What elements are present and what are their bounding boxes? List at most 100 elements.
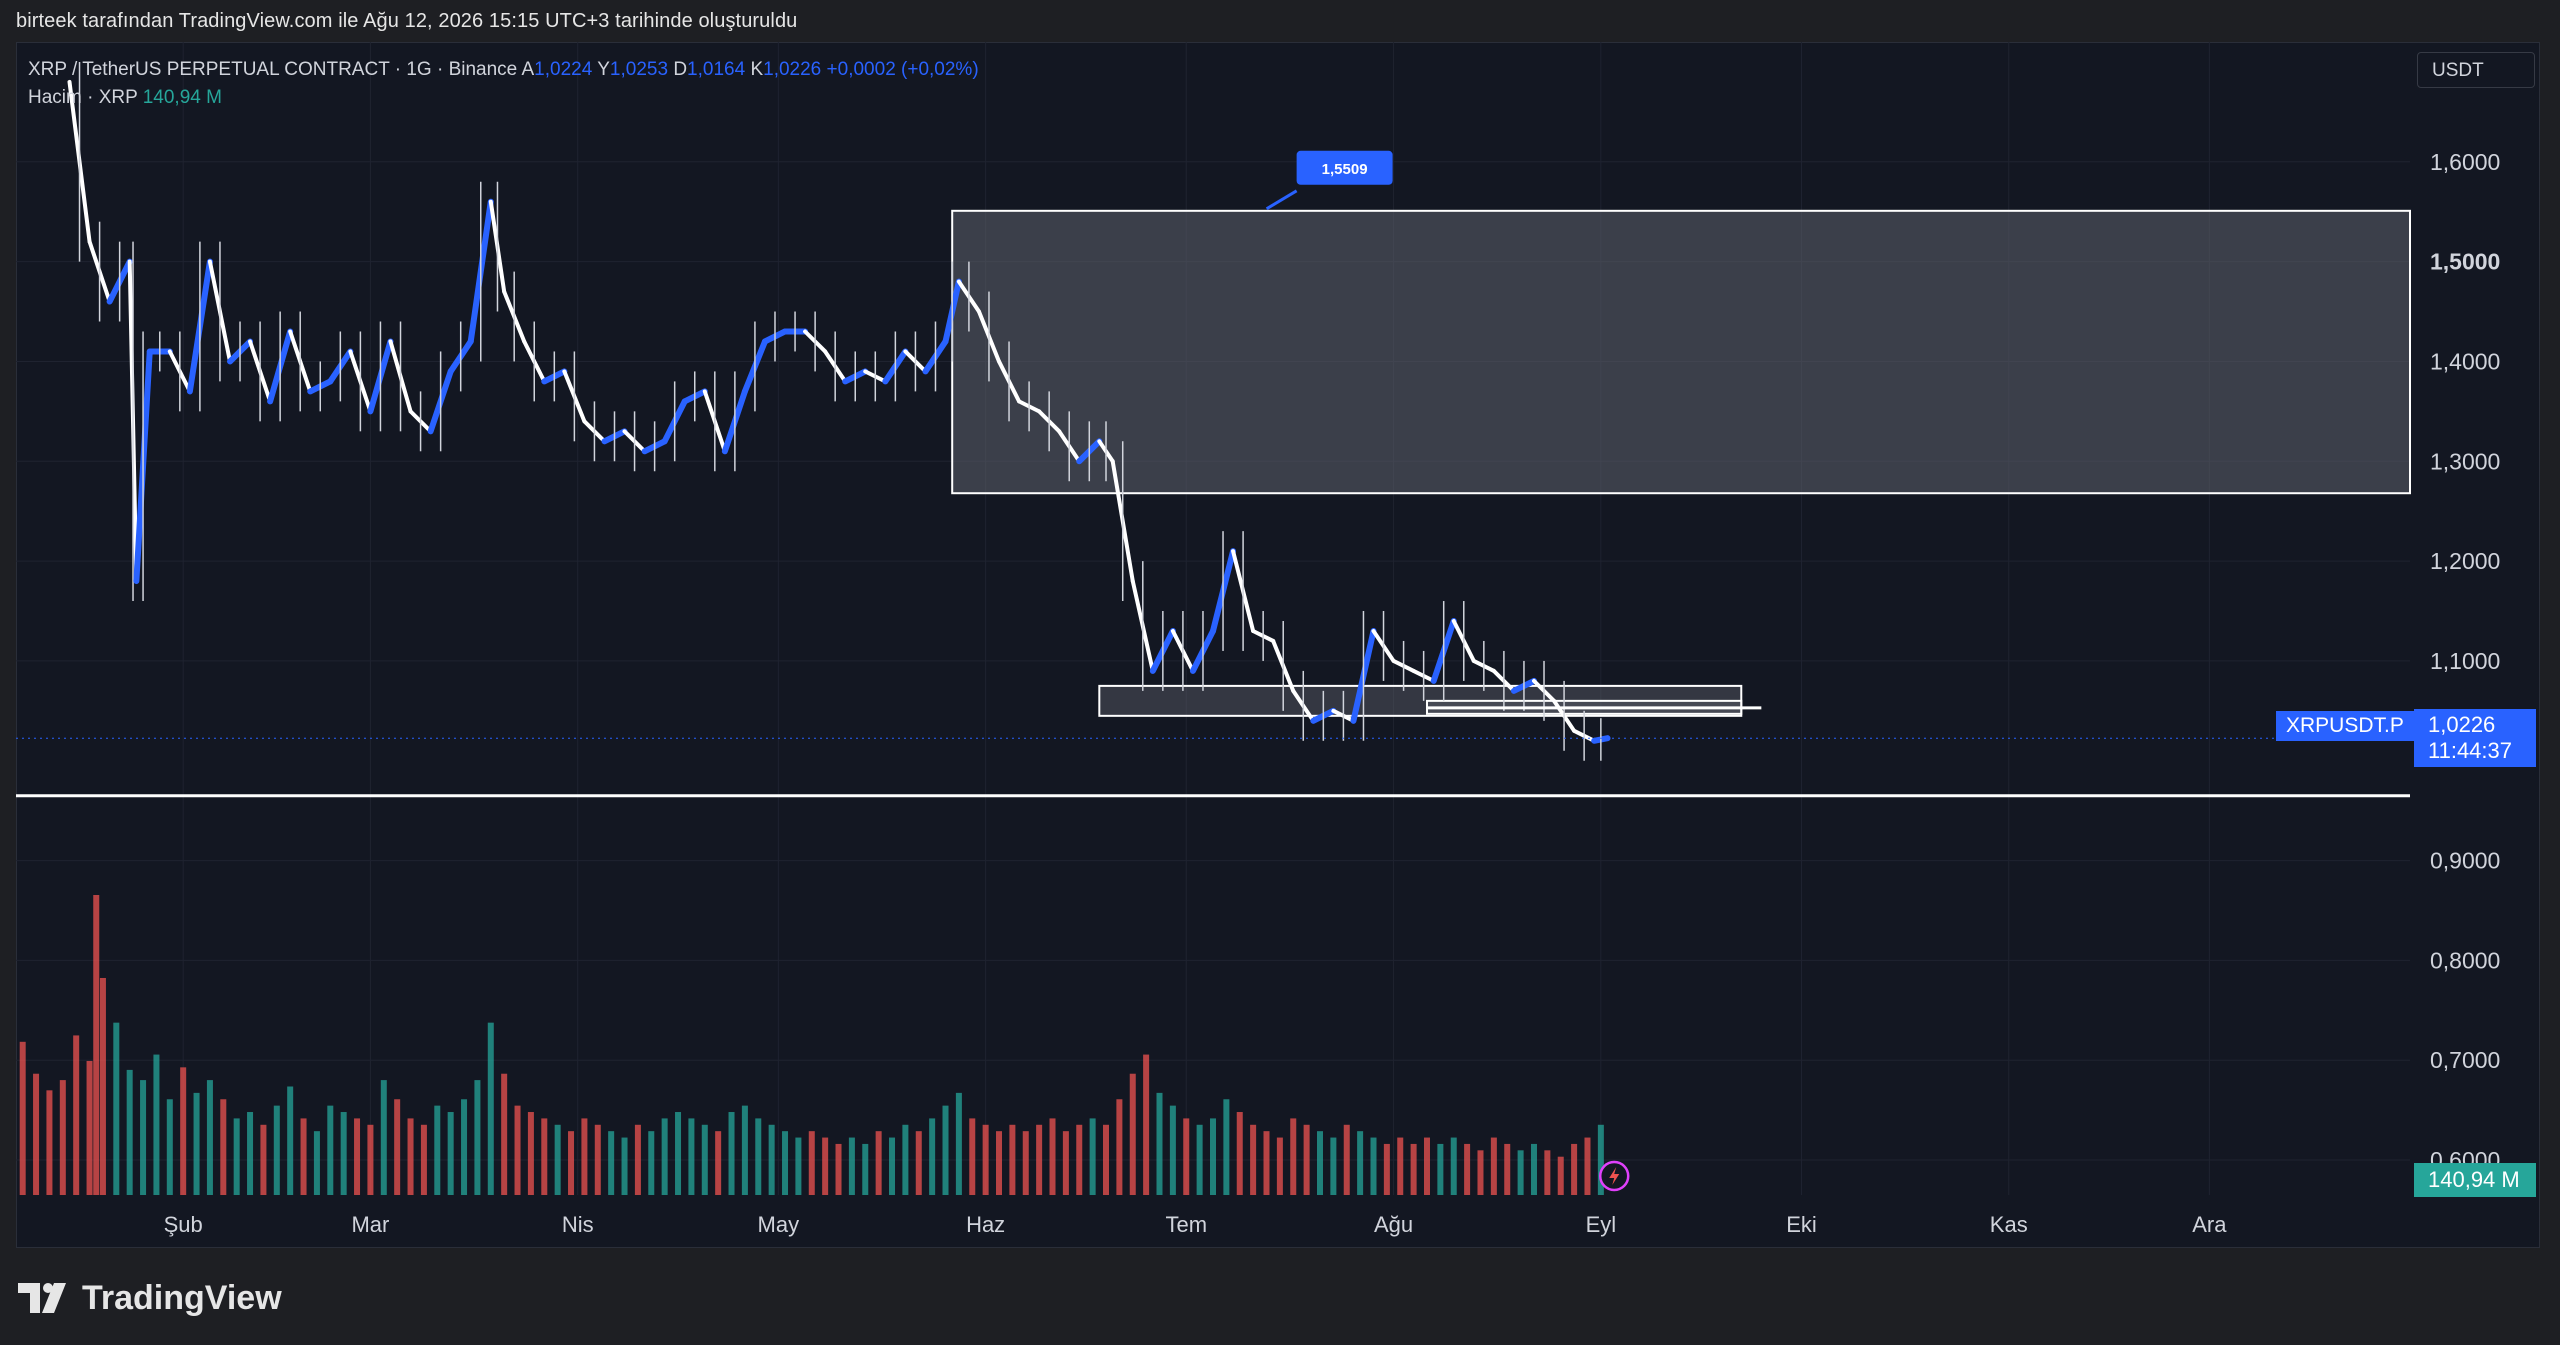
volume-bar bbox=[541, 1118, 548, 1195]
legend-symbol[interactable]: XRP / TetherUS PERPETUAL CONTRACT · 1G ·… bbox=[28, 59, 518, 80]
bar-countdown: 11:44:37 bbox=[2428, 738, 2513, 763]
volume-bar bbox=[1557, 1156, 1564, 1195]
price-axis: 1,6000 1,5000 1,4000 1,3000 1,2000 1,1000 0,90… bbox=[2430, 149, 2500, 1173]
volume-bar bbox=[1263, 1131, 1270, 1195]
volume-bar bbox=[514, 1105, 521, 1195]
price-callout: 1,5509 bbox=[1265, 150, 1393, 211]
tradingview-logo[interactable]: TradingView bbox=[18, 1278, 282, 1318]
currency-selector[interactable]: USDT bbox=[2417, 52, 2535, 88]
brand-name: TradingView bbox=[82, 1278, 282, 1317]
volume-bar bbox=[1290, 1118, 1297, 1195]
volume-bar bbox=[19, 1041, 26, 1195]
volume-bar bbox=[768, 1124, 775, 1195]
volume-bar bbox=[153, 1054, 160, 1195]
volume-bar bbox=[420, 1124, 427, 1195]
volume-bar bbox=[982, 1124, 989, 1195]
last-price-tag: 1,0226 11:44:37 bbox=[2414, 709, 2536, 767]
legend-open-label: A bbox=[521, 59, 535, 80]
last-price: 1,0226 bbox=[2428, 712, 2496, 737]
grid-lines bbox=[16, 42, 2410, 1195]
volume-bar bbox=[273, 1105, 280, 1195]
y-tick-label: 1,5000 bbox=[2430, 249, 2500, 275]
volume-bar bbox=[313, 1131, 320, 1195]
volume-bar bbox=[354, 1118, 361, 1195]
volume-bar bbox=[1303, 1124, 1310, 1195]
horizontal-lines bbox=[16, 706, 2410, 798]
callout-text: 1,5509 bbox=[1322, 161, 1368, 178]
volume-bar bbox=[1571, 1143, 1578, 1195]
symbol-price-label: XRPUSDT.P bbox=[2276, 711, 2414, 741]
volume-bar bbox=[1210, 1118, 1216, 1195]
volume-bar bbox=[93, 895, 100, 1195]
volume-bar bbox=[193, 1092, 200, 1195]
volume-bar bbox=[247, 1112, 254, 1195]
volume-bar bbox=[474, 1080, 481, 1195]
volume-bar bbox=[1343, 1124, 1350, 1195]
volume-bar bbox=[1276, 1137, 1283, 1195]
volume-bar bbox=[1116, 1099, 1123, 1195]
volume-bar bbox=[1490, 1137, 1497, 1195]
x-tick-label: Tem bbox=[1165, 1212, 1207, 1237]
volume-bar bbox=[1517, 1150, 1524, 1195]
lightning-icon bbox=[1598, 1160, 1630, 1192]
x-tick-label: Haz bbox=[966, 1212, 1005, 1237]
legend-change: +0,0002 (+0,02%) bbox=[826, 59, 979, 80]
price-series bbox=[67, 61, 1611, 761]
volume-bar bbox=[1597, 1124, 1604, 1195]
y-tick-label: 1,3000 bbox=[2430, 448, 2500, 474]
volume-bar bbox=[942, 1105, 949, 1195]
volume-bar bbox=[113, 1022, 120, 1195]
volume-bar bbox=[1089, 1118, 1096, 1195]
volume-bar bbox=[808, 1131, 815, 1195]
y-tick-label: 0,7000 bbox=[2430, 1047, 2500, 1073]
volume-bars bbox=[19, 895, 1604, 1195]
volume-bar bbox=[1076, 1124, 1083, 1195]
legend-low: 1,0164 bbox=[687, 59, 746, 80]
volume-bar bbox=[73, 1035, 80, 1195]
volume-bar bbox=[99, 977, 106, 1195]
y-tick-label: 1,2000 bbox=[2430, 548, 2500, 574]
volume-bar bbox=[260, 1124, 267, 1195]
volume-bar bbox=[1397, 1137, 1404, 1195]
volume-bar bbox=[59, 1080, 66, 1195]
volume-bar bbox=[929, 1118, 936, 1195]
volume-bar bbox=[1156, 1092, 1163, 1195]
volume-bar bbox=[1223, 1099, 1230, 1195]
legend-close-label: K bbox=[750, 59, 764, 80]
volume-bar bbox=[675, 1112, 682, 1195]
volume-bar bbox=[902, 1124, 909, 1195]
volume-bar bbox=[1383, 1143, 1390, 1195]
volume-bar bbox=[782, 1131, 789, 1195]
legend-close: 1,0226 bbox=[763, 59, 822, 80]
legend-volume-label[interactable]: Hacim · XRP bbox=[28, 87, 138, 108]
volume-bar bbox=[447, 1112, 454, 1195]
volume-bar bbox=[688, 1118, 695, 1195]
volume-bar bbox=[1504, 1143, 1511, 1195]
volume-bar bbox=[634, 1124, 641, 1195]
volume-bar bbox=[594, 1124, 601, 1195]
volume-bar bbox=[1036, 1124, 1043, 1195]
y-tick-label: 1,1000 bbox=[2430, 648, 2500, 674]
volume-bar bbox=[1584, 1137, 1591, 1195]
volume-bar bbox=[1370, 1137, 1377, 1195]
volume-bar bbox=[461, 1099, 468, 1195]
volume-bar bbox=[889, 1137, 896, 1195]
volume-bar bbox=[741, 1105, 748, 1195]
volume-bar bbox=[1316, 1131, 1323, 1195]
volume-bar bbox=[1357, 1131, 1364, 1195]
volume-bar bbox=[527, 1112, 534, 1195]
volume-bar bbox=[1103, 1124, 1110, 1195]
volume-bar bbox=[33, 1073, 40, 1195]
volume-bar bbox=[1009, 1124, 1016, 1195]
drawing-zones bbox=[951, 209, 2411, 717]
volume-bar bbox=[126, 1069, 133, 1195]
volume-bar bbox=[554, 1124, 561, 1195]
volume-bar bbox=[1423, 1137, 1430, 1195]
x-tick-label: Nis bbox=[562, 1212, 594, 1237]
volume-bar bbox=[340, 1112, 347, 1195]
volume-bar bbox=[300, 1118, 307, 1195]
lightning-icon-bolt bbox=[1609, 1167, 1620, 1185]
volume-bar bbox=[380, 1080, 387, 1195]
watermark-text: birteek tarafından TradingView.com ile A… bbox=[16, 10, 798, 32]
